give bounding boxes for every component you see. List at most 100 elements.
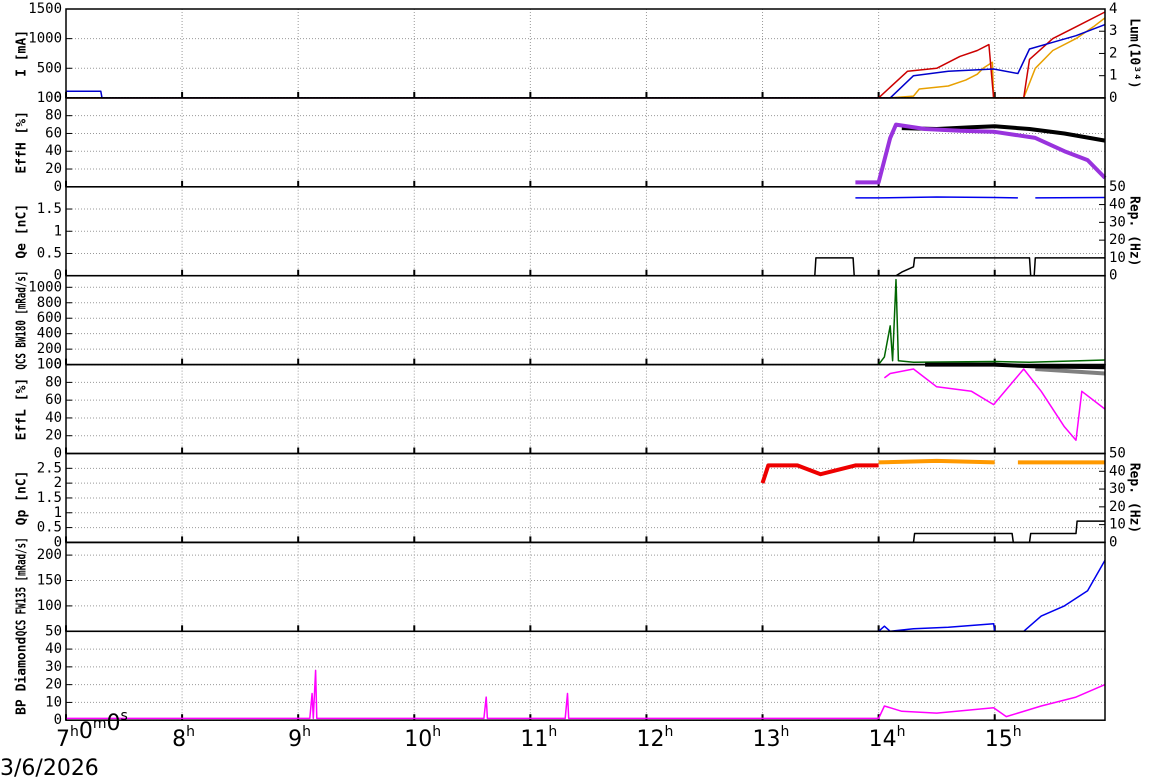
x-tick-text: 0 <box>107 711 121 736</box>
y2-tick-label: 10 <box>1109 517 1126 533</box>
y2-tick-label: 2 <box>1109 45 1117 61</box>
x-tick-text: 1 <box>520 727 534 752</box>
y2-axis-label: Rep. (Hz) <box>1127 463 1142 533</box>
data-line <box>66 17 1106 99</box>
y-tick-label: 20 <box>45 677 62 693</box>
x-tick-text: h <box>897 724 906 740</box>
data-line <box>66 257 1105 277</box>
y2-tick-label: 0 <box>1109 268 1117 284</box>
y-tick-label: 1500 <box>28 1 62 17</box>
data-line <box>66 11 1106 99</box>
x-tick-label: 11h <box>520 724 557 752</box>
x-tick-text: 4 <box>883 727 897 752</box>
y-tick-label: 10 <box>45 694 62 710</box>
y-tick-label: 2 <box>54 475 62 491</box>
y-tick-label: 100 <box>37 357 62 373</box>
y2-tick-label: 10 <box>1109 250 1126 266</box>
x-tick-text: 2 <box>650 727 664 752</box>
data-line <box>878 458 1105 465</box>
y-tick-label: 20 <box>45 428 62 444</box>
y-tick-label: 80 <box>45 374 62 390</box>
y-tick-label: 40 <box>45 410 62 426</box>
data-line <box>855 122 1107 185</box>
y-tick-label: 40 <box>45 143 62 159</box>
y-tick-label: 40 <box>45 641 62 657</box>
y-tick-label: 0 <box>54 357 62 373</box>
y2-tick-label: 3 <box>1109 23 1117 39</box>
y-tick-label: 100 <box>37 598 62 614</box>
x-tick-label: 15h <box>985 724 1022 752</box>
x-tick-text: h <box>186 724 195 740</box>
plot-frame <box>65 97 1106 188</box>
y-tick-label: 100 <box>37 90 62 106</box>
y2-tick-label: 50 <box>1109 179 1126 195</box>
y-tick-label: 200 <box>37 547 62 563</box>
x-tick-text: 0 <box>418 727 432 752</box>
y-tick-label: 200 <box>37 341 62 357</box>
data-line <box>66 669 1106 720</box>
x-tick-text: 9 <box>288 727 302 752</box>
x-tick-label: 13h <box>753 724 790 752</box>
x-tick-text: 1 <box>534 727 548 752</box>
y2-tick-label: 40 <box>1109 463 1126 479</box>
y2-tick-label: 20 <box>1109 232 1126 248</box>
y-tick-label: 1 <box>54 505 62 521</box>
y2-tick-label: 30 <box>1109 481 1126 497</box>
y-tick-label: 1.5 <box>37 201 62 217</box>
y-tick-label: 30 <box>45 659 62 675</box>
y-tick-label: 500 <box>37 60 62 76</box>
y2-tick-label: 0 <box>1109 90 1117 106</box>
plot-frame <box>65 274 1106 366</box>
y-tick-label: 0.5 <box>37 520 62 536</box>
y2-tick-label: 40 <box>1109 197 1126 213</box>
y2-tick-label: 30 <box>1109 214 1126 230</box>
data-line <box>66 520 1105 544</box>
y-axis-label: EffL [%] <box>15 378 30 441</box>
x-tick-text: 1 <box>404 727 418 752</box>
data-line <box>883 368 1106 441</box>
x-tick-label: 14h <box>869 724 906 752</box>
plot-frame <box>65 630 1106 721</box>
plot-frame <box>65 8 1106 99</box>
y-tick-label: 150 <box>37 573 62 589</box>
x-tick-label: 9h <box>288 724 311 752</box>
plot-frame <box>65 363 1106 455</box>
y-tick-label: 2.5 <box>37 460 62 476</box>
x-tick-text: 1 <box>636 727 650 752</box>
data-line <box>1035 367 1106 376</box>
x-tick-text: 0 <box>79 719 93 744</box>
x-tick-text: m <box>93 716 107 732</box>
y-tick-label: 1000 <box>28 279 62 295</box>
x-tick-label: 7h0m0s <box>56 708 128 752</box>
x-tick-text: 8 <box>172 727 186 752</box>
y-tick-label: 0 <box>54 268 62 284</box>
x-tick-text: h <box>70 724 79 740</box>
x-tick-text: h <box>664 724 673 740</box>
x-tick-text: h <box>302 724 311 740</box>
y-tick-label: 0.5 <box>37 245 62 261</box>
y-axis-label: Qe [nC] <box>15 204 30 259</box>
y2-axis-label: Rep. (Hz) <box>1127 196 1142 266</box>
y2-tick-label: 1 <box>1109 68 1117 84</box>
x-tick-text: 1 <box>985 727 999 752</box>
y-tick-label: 60 <box>45 125 62 141</box>
y-tick-label: 0 <box>54 90 62 106</box>
y2-axis-label: Lum(10³⁴) <box>1127 18 1142 88</box>
x-tick-text: 1 <box>753 727 767 752</box>
y2-tick-label: 0 <box>1109 534 1117 550</box>
x-tick-text: h <box>781 724 790 740</box>
y-tick-label: 0 <box>54 534 62 550</box>
y-axis-label: BP Diamond <box>15 637 30 715</box>
data-line <box>66 23 1106 99</box>
y-axis-label: QCS BW180 [mRad/s] <box>15 271 30 370</box>
data-line <box>855 196 1106 199</box>
x-tick-text: h <box>432 724 441 740</box>
y2-tick-label: 50 <box>1109 446 1126 462</box>
y2-tick-label: 4 <box>1109 1 1117 17</box>
y-axis-label: I [mA] <box>15 30 30 77</box>
data-line <box>66 559 1106 633</box>
y-axis-label: EffH [%] <box>15 111 30 174</box>
y-tick-label: 1.5 <box>37 490 62 506</box>
x-tick-text: s <box>121 708 128 724</box>
